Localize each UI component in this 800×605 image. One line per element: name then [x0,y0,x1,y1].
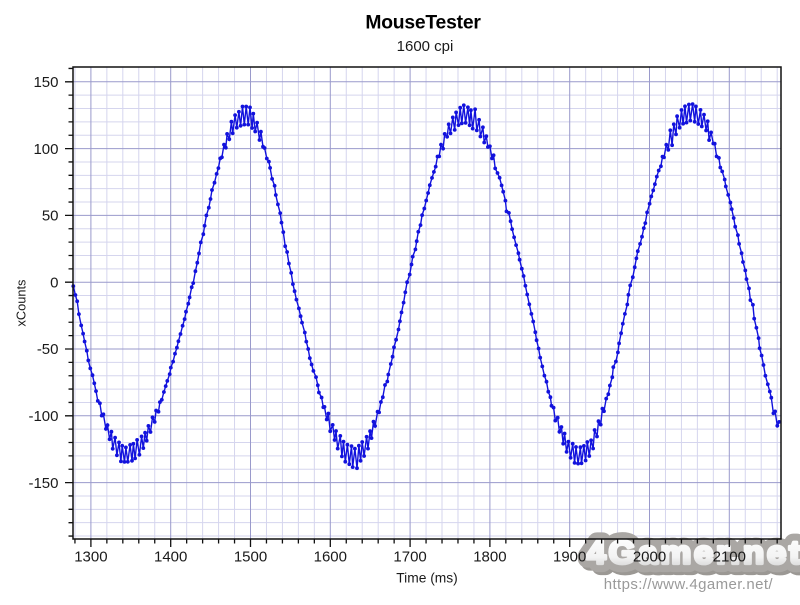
svg-text:1400: 1400 [154,549,187,566]
svg-text:1800: 1800 [473,549,506,566]
svg-text:50: 50 [42,208,59,225]
svg-text:Time (ms): Time (ms) [396,570,458,585]
svg-text:150: 150 [33,74,58,91]
svg-text:2100: 2100 [713,549,746,566]
svg-text:-50: -50 [37,341,59,358]
svg-text:1600: 1600 [314,549,347,566]
svg-text:-150: -150 [28,475,58,492]
svg-text:100: 100 [33,141,58,158]
svg-text:1700: 1700 [393,549,426,566]
svg-text:-100: -100 [28,408,58,425]
svg-text:1300: 1300 [74,549,107,566]
svg-text:xCounts: xCounts [14,280,29,327]
svg-text:0: 0 [50,274,58,291]
svg-text:1600 cpi: 1600 cpi [397,38,454,55]
svg-text:1900: 1900 [553,549,586,566]
svg-text:MouseTester: MouseTester [365,12,481,33]
svg-text:https://www.4gamer.net/: https://www.4gamer.net/ [604,576,774,593]
svg-text:2000: 2000 [633,549,666,566]
svg-text:4Gamer.net: 4Gamer.net [587,535,800,571]
svg-text:1500: 1500 [234,549,267,566]
